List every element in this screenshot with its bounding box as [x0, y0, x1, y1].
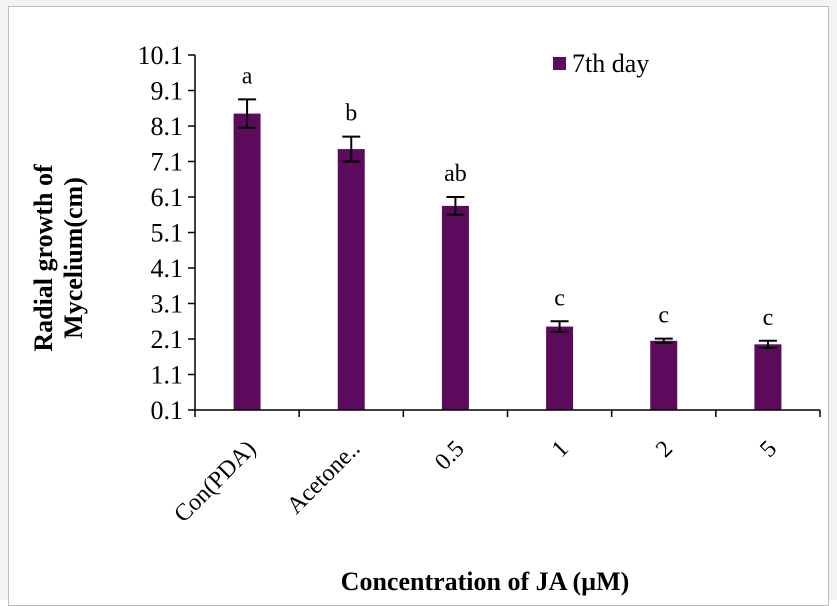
- bar: [546, 326, 574, 410]
- bar: [441, 205, 469, 410]
- y-tick-label: 7.1: [151, 148, 184, 177]
- x-tick-label: Con(PDA): [169, 436, 261, 528]
- chart-panel: [8, 6, 829, 606]
- significance-label: c: [554, 285, 565, 311]
- legend-swatch: [553, 57, 566, 70]
- y-tick-label: 0.1: [151, 396, 184, 425]
- legend: 7th day: [553, 49, 649, 78]
- bar: [754, 344, 782, 410]
- y-tick-label: 9.1: [151, 77, 184, 106]
- y-axis-title-line2: Mycelium(cm): [59, 177, 88, 339]
- x-tick-label: Acetone..: [282, 436, 365, 519]
- y-tick-label: 8.1: [151, 112, 184, 141]
- y-tick-label: 4.1: [151, 254, 184, 283]
- significance-label: c: [658, 303, 669, 329]
- bar: [233, 113, 261, 410]
- x-tick-label: 2: [651, 436, 678, 463]
- bar: [337, 149, 365, 410]
- y-tick-label: 2.1: [151, 325, 184, 354]
- x-tick-label: 1: [547, 436, 574, 463]
- significance-label: c: [763, 305, 774, 331]
- y-tick-label: 3.1: [151, 290, 184, 319]
- y-axis-title: Radial growth of Mycelium(cm): [29, 164, 88, 352]
- bar: [650, 340, 678, 410]
- y-tick-label: 1.1: [151, 361, 184, 390]
- y-tick-label: 6.1: [151, 183, 184, 212]
- y-axis-title-line1: Radial growth of: [29, 164, 58, 352]
- y-tick-label: 5.1: [151, 219, 184, 248]
- x-tick-label: 5: [755, 436, 782, 463]
- x-tick-label: 0.5: [430, 436, 470, 476]
- significance-label: a: [242, 63, 253, 89]
- y-tick-label: 10.1: [138, 41, 184, 70]
- significance-label: ab: [444, 161, 467, 187]
- x-axis-title: Concentration of JA (µM): [341, 567, 630, 596]
- legend-label: 7th day: [572, 49, 649, 78]
- significance-label: b: [345, 101, 357, 127]
